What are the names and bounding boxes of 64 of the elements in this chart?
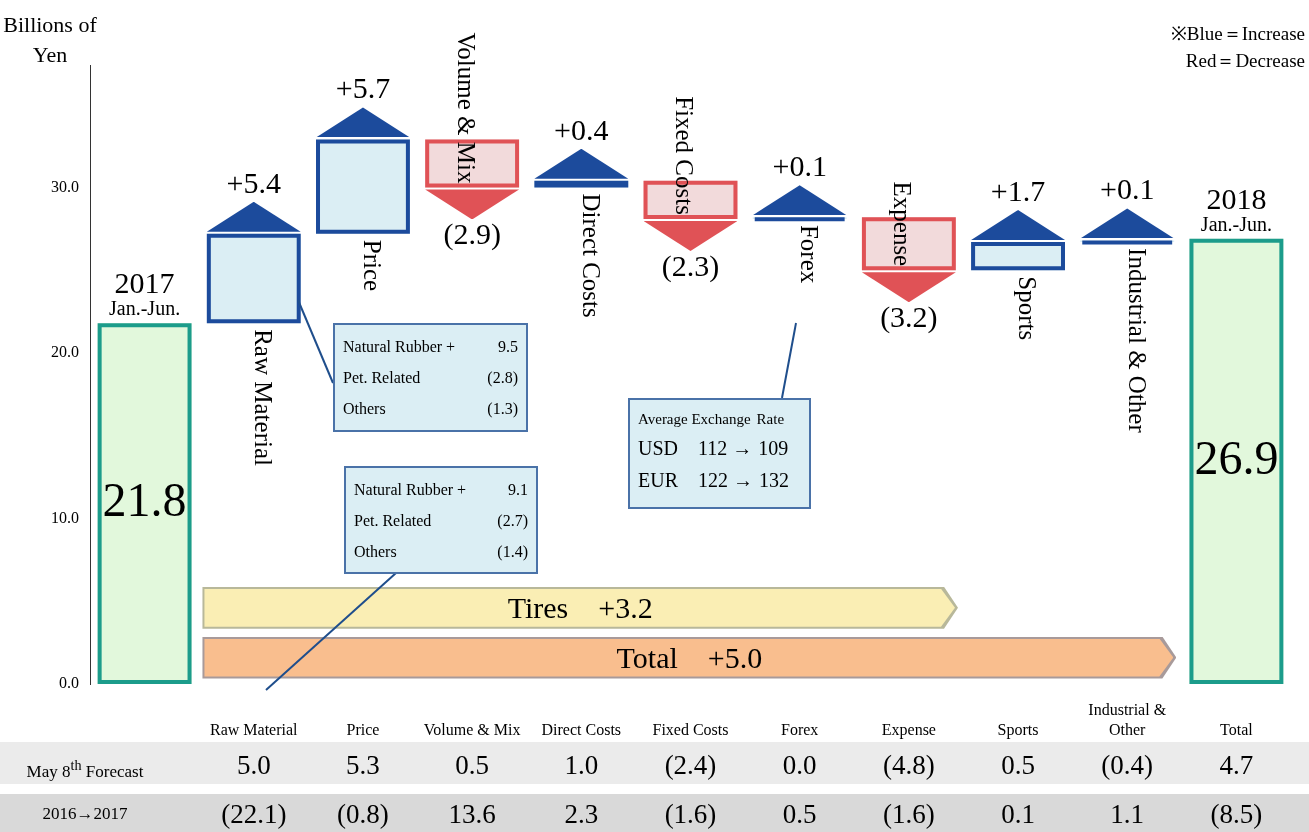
x-tick-label: Fixed Costs — [651, 720, 730, 740]
text: ※Blue＝Increase — [1170, 23, 1305, 44]
text: 2016→2017 — [42, 803, 128, 825]
data-label: +1.7 — [990, 173, 1046, 207]
annotation: Price — [359, 239, 387, 292]
text: 5.0 — [236, 749, 271, 782]
annotation: Forex — [796, 224, 824, 284]
text: 5.3 — [346, 749, 380, 782]
annotation: Expense — [889, 181, 917, 267]
y-axis-title: Billions of Yen — [2, 11, 98, 69]
text: (0.8) — [337, 798, 389, 831]
text: (2.4) — [664, 749, 717, 782]
data-label: (3.2) — [880, 300, 938, 335]
text: 0.5 — [455, 749, 489, 782]
data-label: +0.4 — [554, 112, 609, 146]
data-label: 21.8 — [102, 473, 187, 527]
x-tick-label: Price — [345, 720, 381, 740]
text: 4.7 — [1219, 749, 1254, 782]
data-label: +5.7 — [335, 71, 391, 105]
annotation: Raw Material — [250, 329, 278, 466]
x-tick-label: Sports — [996, 720, 1040, 740]
annotation: Sports — [1014, 276, 1042, 341]
text: 0.5 — [782, 798, 817, 831]
data-label: (2.9) — [443, 217, 501, 252]
text: (22.1) — [221, 798, 287, 831]
y-tick-label: 20.0 — [51, 343, 79, 361]
arrow-banner: Total +5.0 — [202, 636, 1177, 679]
x-tick-label: Volume & Mix — [422, 720, 522, 740]
text: 13.6 — [448, 798, 496, 831]
x-tick-label: 2017 Jan.-Jun. — [109, 266, 181, 320]
text: 0.0 — [782, 749, 817, 782]
data-label: +0.1 — [1100, 172, 1155, 206]
y-tick-label: 0.0 — [59, 674, 79, 692]
annotation: Red＝Decrease — [1185, 50, 1305, 71]
y-tick-label: 10.0 — [51, 508, 79, 526]
annotation: Volume & Mix — [452, 32, 480, 184]
text: (1.6) — [664, 798, 717, 831]
data-label: +5.4 — [226, 165, 281, 199]
text: May 8$^{th}$ Forecast — [26, 756, 144, 783]
annotation: Fixed Costs — [670, 96, 698, 215]
text: (8.5) — [1210, 798, 1263, 831]
text: 0.5 — [1001, 749, 1035, 782]
x-tick-label: Industrial & Other — [1087, 700, 1168, 740]
x-tick-label: Raw Material — [209, 720, 299, 740]
annotation: Average Exchange Rate — [638, 410, 785, 429]
text: (1.6) — [882, 798, 935, 831]
x-tick-label: Expense — [880, 720, 937, 740]
text: (4.8) — [882, 749, 935, 782]
arrow-banner: Tires +3.2 — [202, 586, 958, 629]
x-tick-label: Forex — [780, 720, 820, 740]
data-label: 26.9 — [1194, 431, 1279, 484]
text: 0.1 — [1001, 798, 1035, 831]
annotation: EUR 122 → 132 — [638, 468, 789, 493]
x-tick-label: 2018 Jan.-Jun. — [1200, 181, 1272, 235]
data-label: (2.3) — [661, 248, 720, 283]
text: Total — [1219, 720, 1254, 740]
x-tick-label: Direct Costs — [540, 720, 623, 740]
text: 1.0 — [564, 749, 599, 782]
data-label: +0.1 — [772, 149, 827, 183]
y-tick-label: 30.0 — [51, 177, 79, 195]
text: 2.3 — [564, 798, 599, 831]
text: (0.4) — [1101, 749, 1154, 782]
annotation: USD 112 → 109 — [638, 436, 789, 461]
text: 1.1 — [1110, 798, 1145, 831]
